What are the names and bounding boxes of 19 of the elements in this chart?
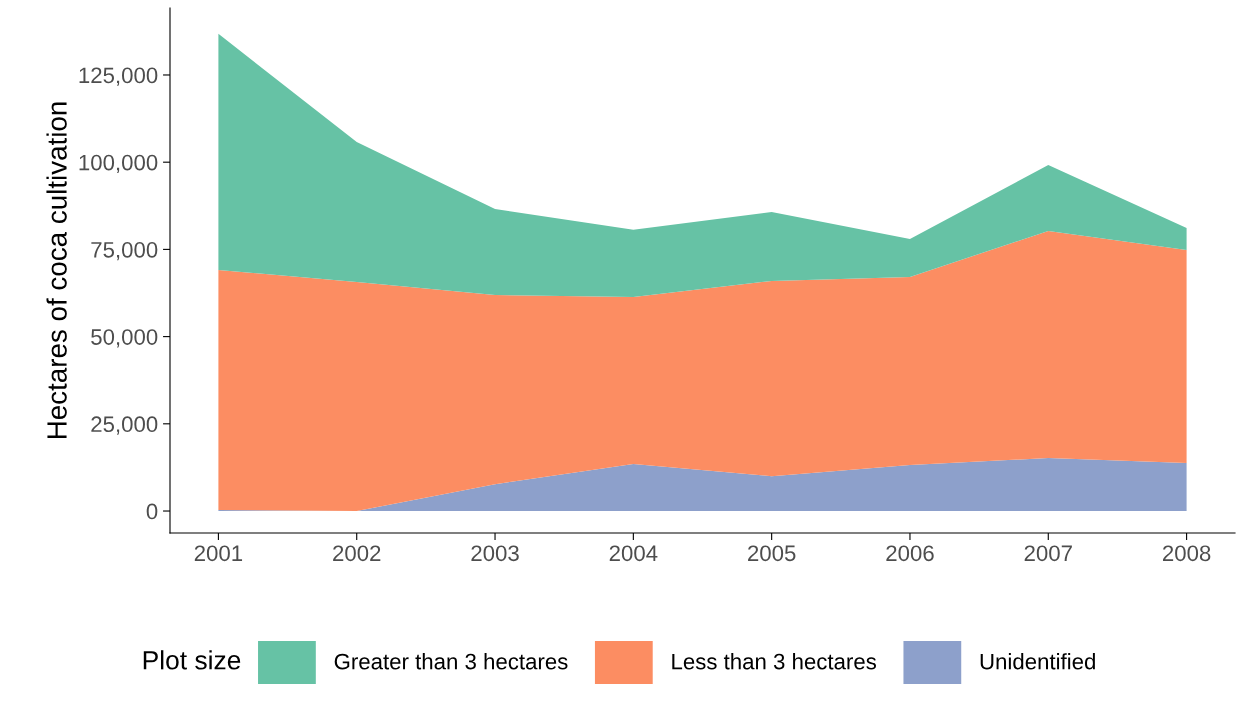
y-tick-label: 75,000 (91, 241, 158, 261)
legend-label: Less than 3 hectares (672, 653, 876, 670)
x-tick-label: 2005 (748, 545, 796, 562)
x-tick-label: 2008 (1162, 545, 1211, 562)
y-tick-label: 50,000 (91, 329, 158, 348)
x-tick-label: 2002 (333, 545, 381, 562)
x-tick-label: 2006 (886, 545, 934, 562)
y-tick-label: 25,000 (91, 416, 158, 435)
x-tick-label: 2007 (1024, 545, 1072, 562)
legend-title: Plot size (143, 650, 241, 670)
y-axis-title: Hectares of coca cultivation (46, 102, 67, 439)
x-tick-label: 2004 (609, 545, 658, 562)
x-tick-label: 2001 (194, 545, 243, 562)
x-tick-label: 2003 (471, 545, 519, 562)
legend-label: Greater than 3 hectares (334, 653, 568, 670)
y-tick-label: 125,000 (79, 67, 158, 86)
y-tick-label: 0 (146, 503, 158, 520)
y-tick-label: 100,000 (79, 154, 158, 174)
legend-label: Unidentified (980, 653, 1095, 670)
